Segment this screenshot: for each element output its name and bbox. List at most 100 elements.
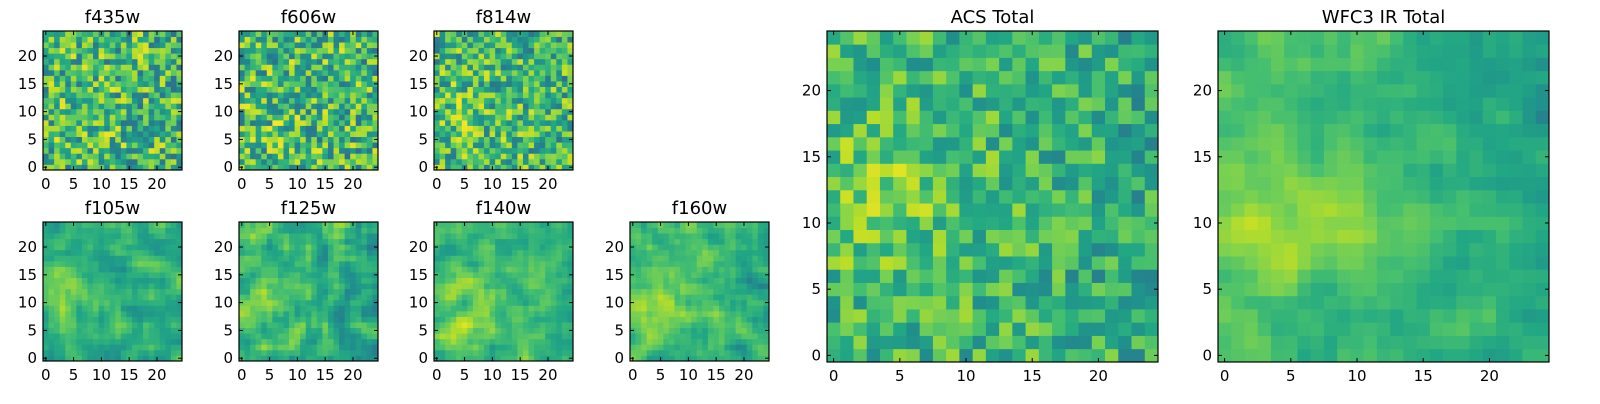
heatmap-cell [132,75,138,81]
heatmap-cell [652,294,658,300]
heatmap-cell [451,109,457,115]
heatmap-cell [691,350,697,356]
heatmap-cell [295,255,301,261]
heatmap-cell [462,328,468,334]
heatmap-cell [171,261,177,267]
heatmap-cell [467,70,473,76]
heatmap-cell [434,153,440,159]
heatmap-cell [467,300,473,306]
heatmap-cell [540,250,546,256]
heatmap-cell [986,349,1000,363]
heatmap-cell [267,142,273,148]
heatmap-cell [545,126,551,132]
heatmap-cell [484,42,490,48]
heatmap-cell [126,300,132,306]
heatmap-cell [171,137,177,143]
heatmap-cell [82,98,88,104]
heatmap-cell [154,75,160,81]
heatmap-cell [65,103,71,109]
heatmap-cell [702,300,708,306]
heatmap-cell [289,311,295,317]
heatmap-cell [121,222,127,228]
heatmap-cell [115,48,121,54]
heatmap-cell [272,153,278,159]
heatmap-cell [540,81,546,87]
heatmap-cell [350,272,356,278]
heatmap-cell [289,37,295,43]
heatmap-cell [300,322,306,328]
heatmap-cell [60,42,66,48]
heatmap-cell [60,278,66,284]
heatmap-cell [495,103,501,109]
x-tick-label: 5 [69,366,79,384]
heatmap-cell [1092,177,1106,191]
heatmap-cell [462,350,468,356]
heatmap-cell [165,137,171,143]
heatmap-cell [311,42,317,48]
heatmap-cell [132,114,138,120]
heatmap-cell [669,283,675,289]
heatmap-cell [328,344,334,350]
heatmap-cell [250,233,256,239]
heatmap-cell [434,92,440,98]
heatmap-cell [322,103,328,109]
heatmap-cell [1039,230,1053,244]
heatmap-cell [278,322,284,328]
heatmap-cell [278,75,284,81]
heatmap-cell [473,339,479,345]
heatmap-cell [171,70,177,76]
heatmap-cell [490,233,496,239]
heatmap-cell [328,322,334,328]
heatmap-cell [556,339,562,345]
heatmap-cell [451,250,457,256]
heatmap-cell [999,283,1013,297]
heatmap-cell [478,311,484,317]
heatmap-cell [467,48,473,54]
heatmap-cell [674,272,680,278]
heatmap-cell [747,244,753,250]
heatmap-cell [556,59,562,65]
heatmap-cell [534,233,540,239]
heatmap-cell [154,70,160,76]
heatmap-cell [523,159,529,165]
heatmap-cell [160,53,166,59]
heatmap-cell [556,350,562,356]
heatmap-cell [1118,322,1132,336]
heatmap-cell [473,244,479,250]
heatmap-cell [473,64,479,70]
heatmap-cell [49,350,55,356]
heatmap-cell [87,333,93,339]
heatmap-cell [339,344,345,350]
heatmap-cell [65,81,71,87]
heatmap-cell [697,239,703,245]
heatmap-cell [350,159,356,165]
heatmap-cell [317,114,323,120]
heatmap-cell [82,300,88,306]
heatmap-cell [138,328,144,334]
heatmap-cell [132,81,138,87]
heatmap-cell [973,349,987,363]
heatmap-cell [445,344,451,350]
heatmap-cell [641,239,647,245]
heatmap-cell [434,289,440,295]
heatmap-cell [121,350,127,356]
heatmap-cell [143,278,149,284]
heatmap-cell [741,317,747,323]
heatmap-cell [165,98,171,104]
heatmap-cell [306,87,312,93]
heatmap-cell [300,311,306,317]
heatmap-cell [540,70,546,76]
heatmap-cell [367,59,373,65]
heatmap-cell [669,350,675,356]
heatmap-cell [160,339,166,345]
heatmap-cell [462,137,468,143]
heatmap-cell [115,311,121,317]
heatmap-cell [306,98,312,104]
heatmap-cell [278,92,284,98]
heatmap-cell [143,300,149,306]
heatmap-cell [295,92,301,98]
heatmap-cell [361,92,367,98]
heatmap-cell [840,203,854,217]
heatmap-cell [451,278,457,284]
heatmap-cell [328,153,334,159]
